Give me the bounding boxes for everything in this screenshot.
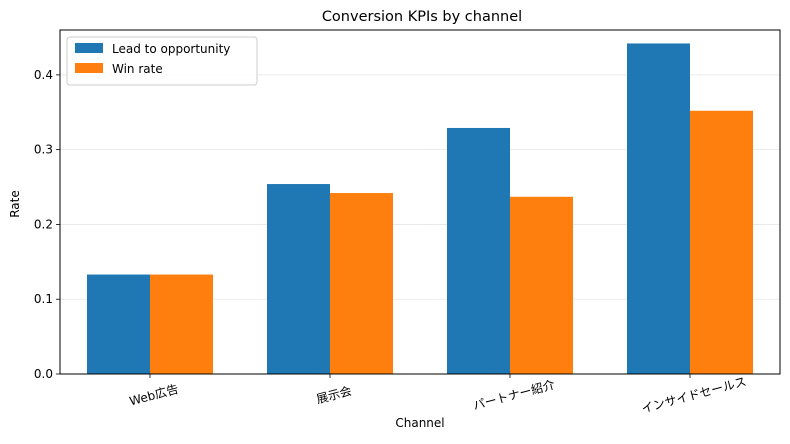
bar-win-rate <box>330 193 393 374</box>
x-tick-label: 展示会 <box>315 384 353 407</box>
legend-box <box>66 36 258 86</box>
bar-lead-to-opportunity <box>87 274 150 374</box>
y-tick-label: 0.2 <box>34 217 53 231</box>
legend-label: Win rate <box>112 62 163 76</box>
y-tick-label: 0.4 <box>34 68 53 82</box>
bar-lead-to-opportunity <box>627 43 690 374</box>
y-tick-label: 0.0 <box>34 367 53 381</box>
bar-lead-to-opportunity <box>267 184 330 374</box>
legend: Lead to opportunity Win rate <box>66 36 258 86</box>
x-axis: Web広告 展示会 パートナー紹介 インサイドセールス <box>128 374 748 416</box>
y-axis: 0.0 0.1 0.2 0.3 0.4 <box>34 68 60 381</box>
legend-swatch <box>75 43 103 53</box>
legend-label: Lead to opportunity <box>112 42 230 56</box>
plot-frame <box>59 29 781 375</box>
x-tick-label: インサイドセールス <box>640 374 748 415</box>
bar-win-rate <box>150 274 213 374</box>
bar-lead-to-opportunity <box>447 127 510 375</box>
bar-win-rate <box>510 196 573 374</box>
x-axis-label: Channel <box>395 416 444 430</box>
y-axis-label: Rate <box>8 190 22 218</box>
y-tick-label: 0.3 <box>34 143 53 157</box>
bars-layer <box>87 43 753 375</box>
x-tick-label: パートナー紹介 <box>472 378 557 413</box>
x-tick-label: Web広告 <box>128 382 180 409</box>
bar-win-rate <box>690 110 753 374</box>
legend-swatch <box>75 63 103 73</box>
y-tick-label: 0.1 <box>34 292 53 306</box>
chart-title: Conversion KPIs by channel <box>322 9 522 25</box>
